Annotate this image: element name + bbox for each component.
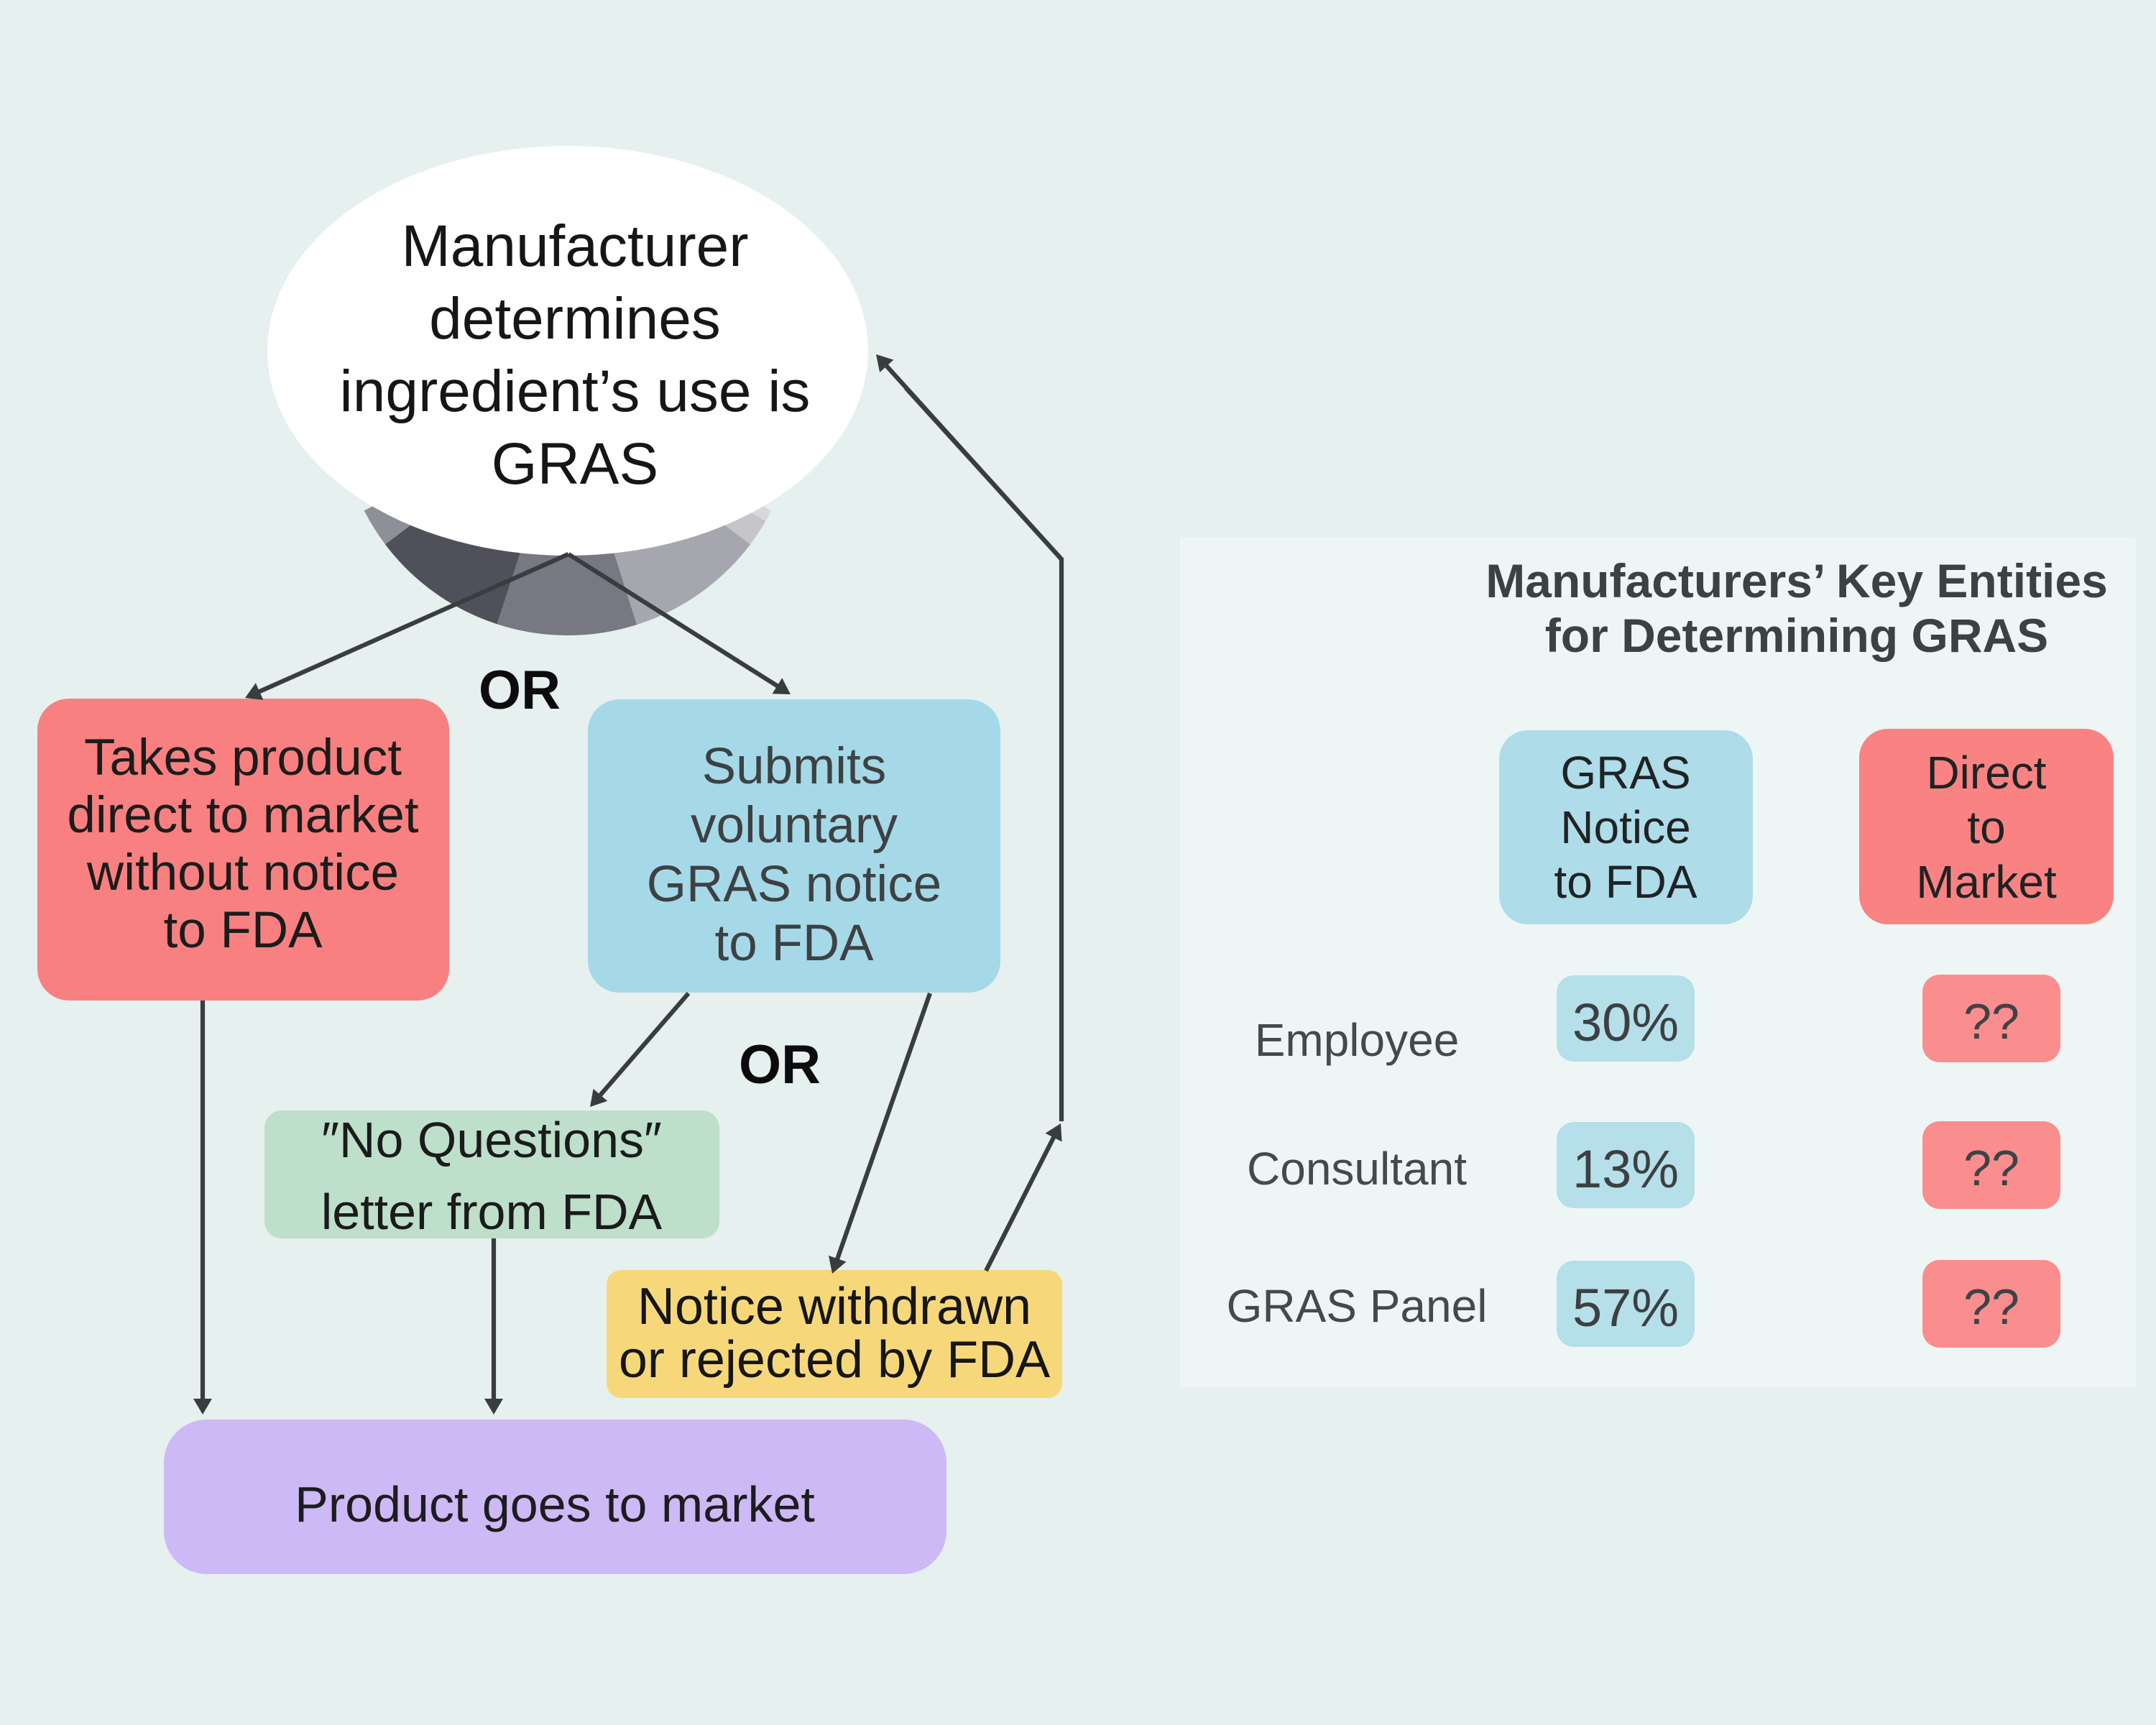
- svg-text:Consultant: Consultant: [1247, 1143, 1467, 1195]
- svg-text:Direct: Direct: [1926, 747, 2046, 799]
- svg-text:??: ??: [1963, 1140, 2019, 1196]
- svg-text:??: ??: [1963, 993, 2019, 1049]
- svg-text:for Determining GRAS: for Determining GRAS: [1545, 609, 2048, 662]
- svg-text:Market: Market: [1916, 856, 2057, 908]
- svg-text:to FDA: to FDA: [715, 915, 875, 972]
- svg-text:Submits: Submits: [702, 738, 886, 795]
- svg-text:or rejected by FDA: or rejected by FDA: [619, 1331, 1050, 1389]
- svg-text:GRAS Panel: GRAS Panel: [1227, 1280, 1488, 1332]
- svg-text:to FDA: to FDA: [164, 902, 323, 959]
- svg-text:determines: determines: [429, 286, 721, 351]
- svg-text:13%: 13%: [1572, 1139, 1679, 1199]
- svg-text:Notice withdrawn: Notice withdrawn: [637, 1278, 1031, 1335]
- svg-text:direct to market: direct to market: [67, 787, 419, 844]
- svg-text:??: ??: [1963, 1279, 2019, 1335]
- svg-text:to: to: [1967, 801, 2005, 853]
- svg-text:Notice: Notice: [1560, 801, 1690, 853]
- svg-text:voluntary: voluntary: [691, 797, 898, 854]
- svg-text:GRAS: GRAS: [1560, 747, 1690, 799]
- svg-text:GRAS: GRAS: [492, 431, 658, 497]
- svg-text:OR: OR: [739, 1034, 821, 1095]
- svg-text:without notice: without notice: [86, 845, 399, 901]
- svg-text:″No Questions″: ″No Questions″: [321, 1112, 662, 1168]
- svg-text:GRAS notice: GRAS notice: [647, 856, 941, 913]
- svg-text:57%: 57%: [1572, 1278, 1679, 1338]
- svg-text:Product goes to market: Product goes to market: [295, 1476, 815, 1532]
- svg-text:ingredient’s use is: ingredient’s use is: [340, 359, 811, 424]
- svg-text:OR: OR: [479, 660, 561, 721]
- svg-text:Manufacturer: Manufacturer: [401, 213, 748, 279]
- svg-text:30%: 30%: [1572, 993, 1679, 1052]
- svg-text:Manufacturers’ Key Entities: Manufacturers’ Key Entities: [1485, 554, 2108, 607]
- svg-text:Employee: Employee: [1255, 1014, 1460, 1066]
- svg-text:to FDA: to FDA: [1554, 856, 1697, 908]
- svg-text:Takes product: Takes product: [84, 730, 402, 786]
- svg-text:letter from FDA: letter from FDA: [321, 1184, 663, 1240]
